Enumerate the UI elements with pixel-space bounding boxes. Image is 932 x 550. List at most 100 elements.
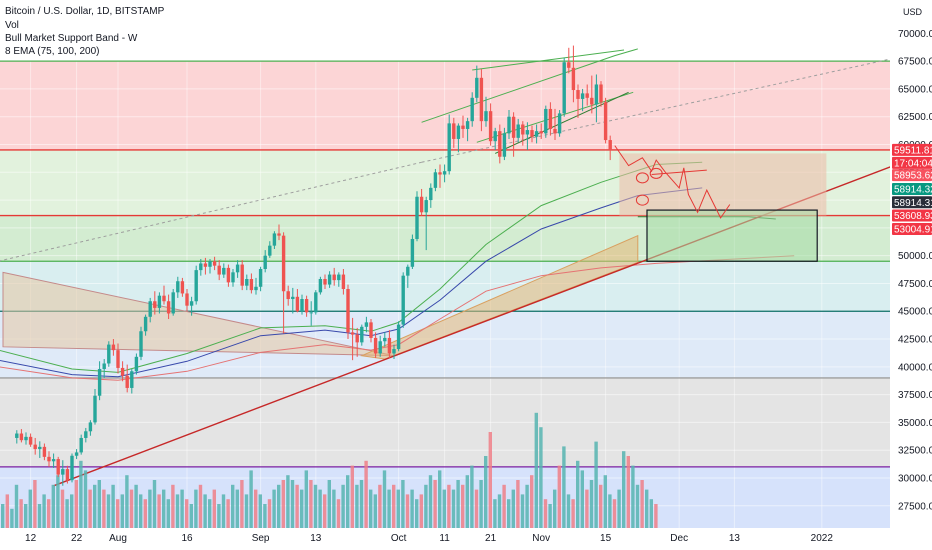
volume-bar <box>125 475 129 528</box>
volume-bar <box>189 504 193 528</box>
candle-body <box>47 456 51 462</box>
volume-bar <box>97 480 101 528</box>
volume-bar <box>451 489 456 528</box>
time-tick-label: Sep <box>252 533 270 544</box>
volume-bar <box>415 499 419 528</box>
volume-bar <box>19 499 23 528</box>
candle-body <box>534 131 539 137</box>
price-tick-label: 70000.00 <box>898 29 932 40</box>
volume-bar <box>254 489 258 528</box>
time-tick-label: 21 <box>485 533 497 544</box>
bull-band-indicator-label[interactable]: Bull Market Support Band - W <box>5 33 138 44</box>
volume-bar <box>608 494 612 528</box>
candle-body <box>97 369 102 396</box>
volume-bar <box>645 489 649 528</box>
volume-bar <box>120 494 124 528</box>
candle-body <box>419 196 424 213</box>
volume-bar <box>589 480 594 528</box>
volume-bar <box>171 484 175 528</box>
volume-bar <box>461 484 465 528</box>
volume-bar <box>300 489 304 528</box>
candle-body <box>571 67 576 91</box>
volume-bar <box>332 489 336 528</box>
volume-bar <box>626 456 630 528</box>
candle-body <box>281 235 286 292</box>
candle-body <box>70 455 74 481</box>
candle-body <box>125 375 129 388</box>
ema-75-line <box>0 161 703 373</box>
price-axis[interactable]: 27500.00 30000.00 32500.00 35000.00 37500.00… <box>890 0 932 550</box>
candle-body <box>291 296 295 300</box>
volume-bar <box>474 489 479 528</box>
candle-layer <box>15 45 612 486</box>
price-badge <box>892 182 932 195</box>
channel-line <box>472 49 625 71</box>
currency-label[interactable]: USD <box>903 7 923 17</box>
volume-bar <box>148 489 152 528</box>
time-tick-label: 2022 <box>811 533 834 544</box>
candle-body <box>369 322 373 338</box>
price-badge-label: 58953.62 <box>894 171 932 182</box>
candle-body <box>185 293 189 306</box>
volume-bar <box>217 504 221 528</box>
volume-bar <box>442 489 446 528</box>
candle-body <box>107 344 111 364</box>
projection-sketch <box>614 145 731 219</box>
candle-body <box>415 196 419 239</box>
volume-bar <box>396 489 400 528</box>
price-tick-label: 32500.00 <box>898 446 932 457</box>
volume-bar <box>185 499 189 528</box>
candle-body <box>38 446 42 450</box>
candle-body <box>235 264 240 273</box>
candle-body <box>189 301 194 306</box>
volume-bar <box>405 494 410 528</box>
ema-indicator-label[interactable]: 8 EMA (75, 100, 200) <box>5 46 100 57</box>
volume-bar <box>562 446 566 528</box>
volume-bar <box>208 499 212 528</box>
candle-body <box>548 108 553 129</box>
candle-body <box>143 316 148 332</box>
volume-bar <box>33 480 37 528</box>
time-axis[interactable]: 12 22 Aug 16 Sep 13 Oct 11 21 Nov 15 Dec 13 2022 <box>0 528 890 550</box>
volume-bar <box>419 494 423 528</box>
candle-body <box>530 130 534 137</box>
candle-body <box>176 281 180 293</box>
vol-indicator-label[interactable]: Vol <box>5 20 19 31</box>
volume-bar <box>497 494 502 528</box>
candle-body <box>401 275 405 325</box>
volume-bar <box>93 484 97 528</box>
volume-bar <box>226 499 230 528</box>
candle-body <box>447 123 451 172</box>
volume-bar <box>635 484 640 528</box>
candle-body <box>392 349 396 354</box>
candle-body <box>498 131 502 157</box>
volume-bar <box>10 508 14 528</box>
volume-bar <box>493 499 497 528</box>
price-tick-label: 27500.00 <box>898 501 932 512</box>
volume-bar <box>516 480 520 528</box>
candle-body <box>277 233 281 236</box>
volume-bar <box>346 475 350 528</box>
candle-body <box>590 97 594 105</box>
volume-bar <box>336 499 341 528</box>
volume-bar <box>341 484 345 528</box>
volume-bar <box>290 480 295 528</box>
candle-body <box>442 171 447 175</box>
price-badge <box>892 143 932 156</box>
candle-body <box>263 255 267 270</box>
time-tick-label: 11 <box>439 533 450 544</box>
volume-bar <box>277 484 281 528</box>
price-tick-label: 40000.00 <box>898 362 932 373</box>
candle-body <box>493 131 497 142</box>
volume-bar <box>548 504 552 528</box>
volume-bar <box>1 504 5 528</box>
volume-bar <box>129 489 134 528</box>
price-badge-label: 53608.93 <box>894 211 932 222</box>
time-tick-label: 15 <box>600 533 612 544</box>
price-badge <box>892 169 932 182</box>
candle-body <box>429 187 433 201</box>
volume-bar <box>231 484 235 528</box>
volume-bar <box>603 475 607 528</box>
candle-body <box>258 269 263 287</box>
